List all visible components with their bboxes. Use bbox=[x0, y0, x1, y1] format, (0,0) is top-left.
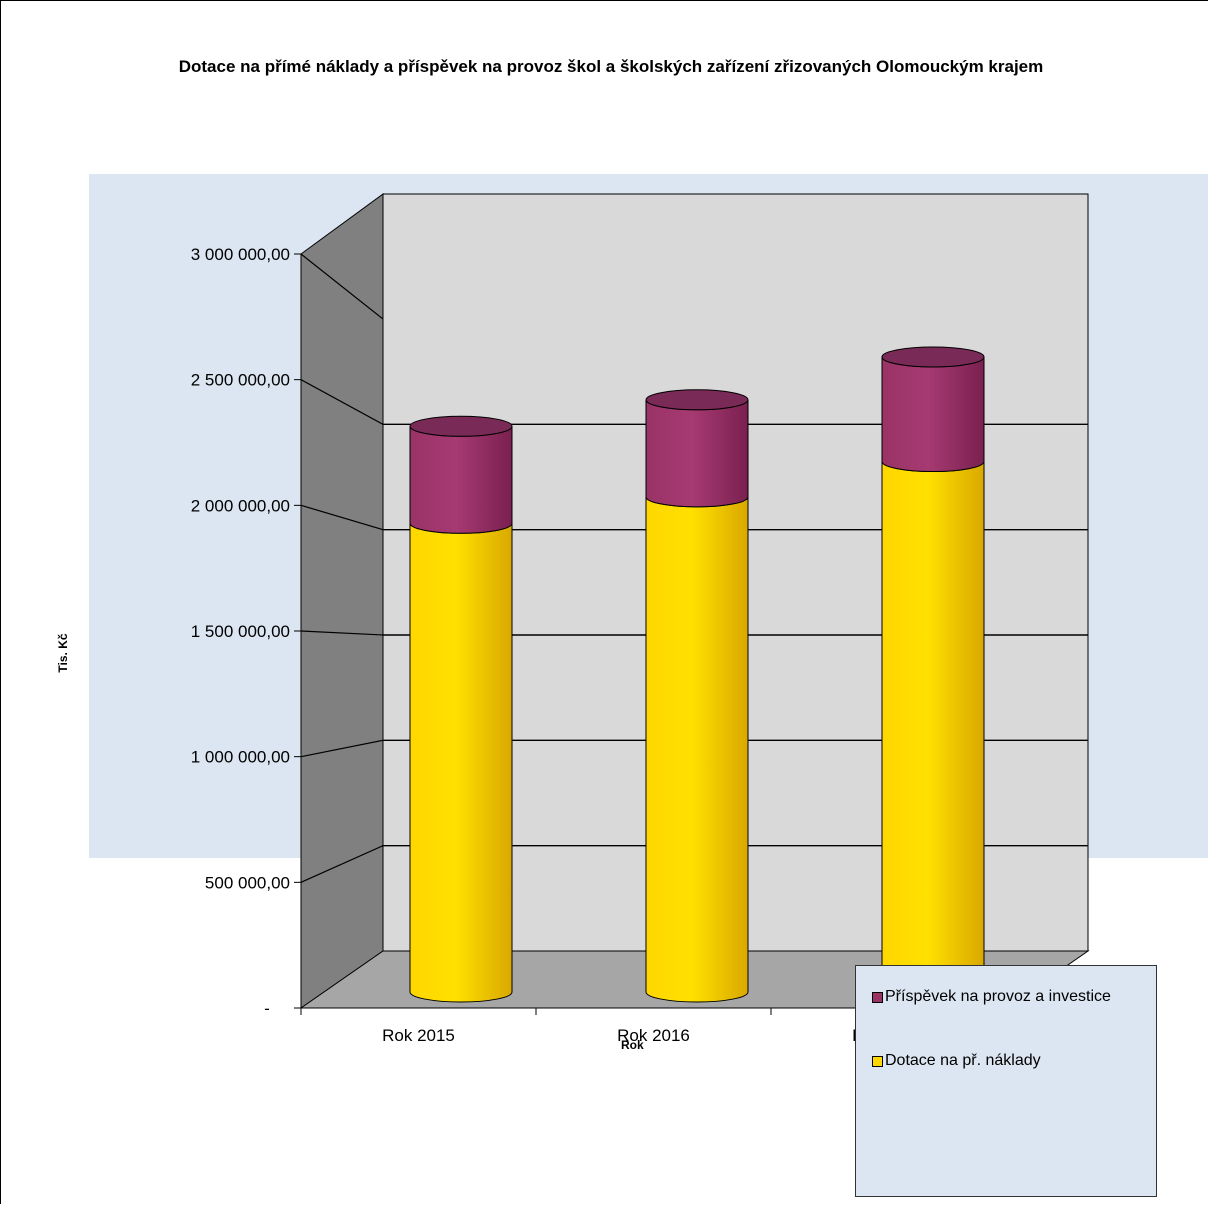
gridline-side bbox=[300, 504, 384, 531]
legend: Příspěvek na provoz a investice Dotace n… bbox=[855, 965, 1157, 1197]
gridline-side bbox=[300, 379, 384, 425]
gridline-side bbox=[300, 739, 384, 758]
bar-prispevek-top bbox=[881, 346, 985, 368]
legend-item-dotace: Dotace na př. náklady bbox=[872, 1050, 1132, 1072]
legend-swatch-dotace bbox=[872, 1056, 883, 1067]
legend-label-dotace: Dotace na př. náklady bbox=[885, 1052, 1041, 1069]
bar-prispevek bbox=[409, 426, 513, 534]
gridline-side bbox=[300, 630, 384, 636]
side-wall bbox=[300, 193, 384, 1009]
y-tick-label: 1 500 000,00 bbox=[191, 622, 290, 641]
chart-title: Dotace na přímé náklady a příspěvek na p… bbox=[178, 57, 1044, 76]
y-tick-label: 1 000 000,00 bbox=[191, 748, 290, 767]
y-tick-label: 500 000,00 bbox=[205, 873, 290, 892]
bar-prispevek-top bbox=[645, 389, 749, 411]
bar-dotace bbox=[881, 461, 985, 1003]
x-tick-label: Rok 2016 bbox=[617, 1026, 690, 1045]
bar-dotace bbox=[409, 523, 513, 1003]
bar-prispevek bbox=[645, 399, 749, 508]
bar-dotace bbox=[645, 496, 749, 1003]
legend-swatch-prispevek bbox=[872, 992, 883, 1003]
y-tick-label: 2 500 000,00 bbox=[191, 371, 290, 390]
bar-prispevek bbox=[881, 356, 985, 473]
gridline-side bbox=[300, 253, 384, 320]
bar-prispevek-top bbox=[409, 415, 513, 437]
x-axis-label: Rok bbox=[621, 1038, 644, 1052]
x-tick-label: Rok 2015 bbox=[382, 1026, 455, 1045]
legend-label-prispevek: Příspěvek na provoz a investice bbox=[885, 988, 1111, 1005]
y-tick-label: - bbox=[264, 999, 270, 1018]
gridline-side bbox=[300, 845, 384, 883]
y-tick-label: 2 000 000,00 bbox=[191, 496, 290, 515]
legend-item-prispevek: Příspěvek na provoz a investice bbox=[872, 986, 1132, 1008]
y-tick-label: 3 000 000,00 bbox=[191, 245, 290, 264]
y-axis-label: Tis. Kč bbox=[56, 633, 70, 673]
